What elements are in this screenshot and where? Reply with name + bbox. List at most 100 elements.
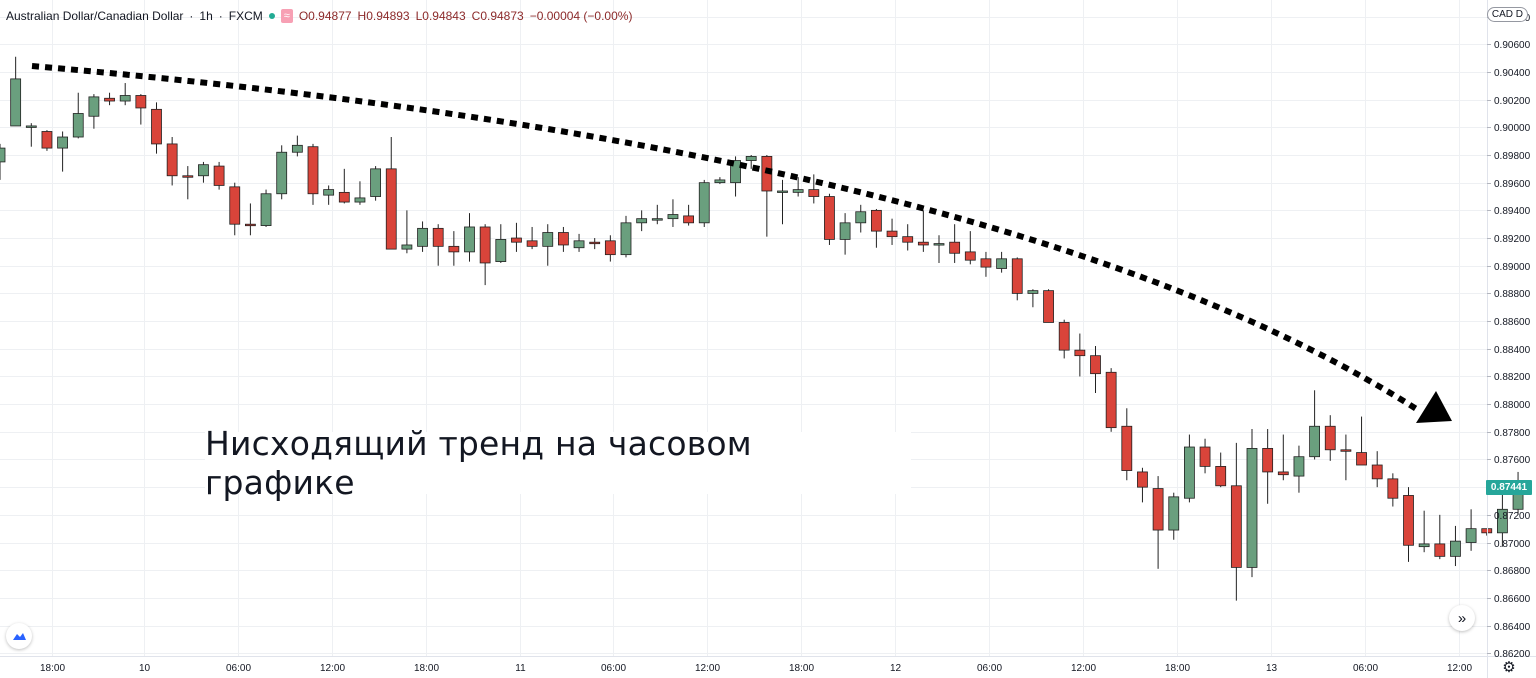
candle-body-down [479,226,491,264]
candle [1403,487,1414,562]
price-tick-label: 0.89200 [1494,234,1531,245]
candle-body-up [291,144,303,153]
candle-body-up [745,155,757,161]
candle-body-down [886,230,898,238]
candle [354,181,366,205]
candle-body-down [1403,495,1414,546]
candle-body-up [1184,446,1195,499]
candle-body-down [526,240,538,247]
candle [542,224,554,266]
candle [291,135,303,157]
candle-body-up [370,168,382,197]
candle-body-up [1168,496,1180,531]
arrowhead-icon [1416,391,1452,423]
candle [589,238,601,250]
price-tick-label: 0.90200 [1494,96,1531,107]
candle-body-up [714,179,726,184]
candle-body-up [119,95,131,102]
candle-body-down [338,191,350,203]
time-tick-label: 12:00 [1071,663,1096,674]
candle-body-down [1137,471,1148,488]
candle-body-up [620,222,632,256]
candle-body-down [41,131,53,149]
symbol-name[interactable]: Australian Dollar/Canadian Dollar [6,9,184,23]
interval-label[interactable]: 1h [199,9,213,23]
tradingview-logo[interactable] [6,623,32,649]
chart-settings-button[interactable]: ⚙ [1500,658,1518,676]
candle [479,224,491,286]
candle-body-down [1262,448,1274,473]
candle-body-down [1121,425,1133,471]
time-tick-label: 13 [1266,663,1278,674]
time-tick-label: 18:00 [414,663,439,674]
candle-body-up [792,189,804,193]
currency-selector[interactable]: CAD D [1486,7,1528,22]
candle-body-down [151,108,162,145]
candle [745,155,757,169]
candle [57,131,68,172]
candle [839,213,851,255]
currency-suffix: D [1515,9,1523,20]
price-tick-label: 0.86600 [1494,594,1531,605]
candle-body-up [542,232,554,247]
candle [104,92,115,106]
last-price-label: 0.87441 [1486,480,1532,495]
candle [824,193,835,245]
candle [307,143,319,205]
candle-body-up [401,244,413,250]
time-tick-label: 06:00 [977,663,1002,674]
candle-body-down [1230,485,1242,568]
currency-label: CAD [1491,9,1513,20]
candle [1184,434,1195,503]
candle [1027,289,1039,308]
candle-body-down [1434,543,1446,557]
candle [119,83,131,106]
candle-body-down [1387,478,1399,499]
candle [1230,442,1242,601]
candle [323,185,335,205]
candle-body-up [1293,456,1305,477]
candle-body-down [558,232,569,246]
time-tick-label: 12 [890,663,902,674]
candle [1418,510,1430,553]
candle [401,210,413,254]
ohlc-close: C0.94873 [471,9,524,23]
candle [495,224,507,263]
candle-body-down [1043,290,1054,323]
time-tick-label: 10 [139,663,151,674]
price-tick-label: 0.89600 [1494,179,1531,190]
chart-caption: Нисходящий тренд на часовом графике [205,424,911,502]
candle [1434,514,1446,560]
separator-dot: · [218,9,223,23]
candle [511,222,522,252]
candle-body-down [135,95,147,109]
candle [229,182,241,236]
candle-body-down [604,240,616,256]
candle [667,199,679,227]
ohlc-low: L0.94843 [415,9,466,23]
candle-body-up [354,197,366,203]
candle [166,137,178,186]
candle [260,189,272,227]
chart-legend[interactable]: Australian Dollar/Canadian Dollar · 1h ·… [6,7,632,25]
candle [385,137,397,250]
tradingview-cloud-icon [13,633,26,640]
price-tick-label: 0.86400 [1494,622,1531,633]
candle-body-up [417,227,428,247]
scroll-to-realtime-button[interactable]: » [1449,605,1475,631]
candle [1324,415,1336,461]
candlestick-series [0,56,1524,601]
candle-body-up [1309,425,1320,458]
price-axis-labels: 0.908000.906000.904000.902000.900000.898… [1487,13,1531,660]
candle-body-up [25,125,37,128]
candle-body-down [808,189,820,197]
candle-body-down [1199,446,1211,467]
price-tick-label: 0.86800 [1494,566,1531,577]
candle-body-up [10,78,22,127]
candle-body-down [902,236,914,243]
candle-body-down [1481,528,1493,534]
time-tick-label: 12:00 [1447,663,1472,674]
candle [1387,473,1399,507]
candle [526,226,538,250]
